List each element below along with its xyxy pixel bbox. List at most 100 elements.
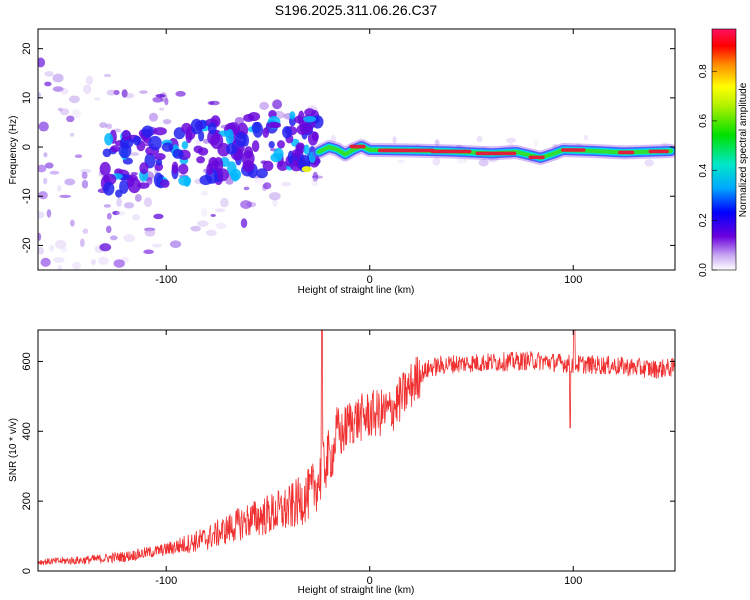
heatmap-cell	[272, 99, 283, 110]
heatmap-cell	[243, 186, 250, 191]
heatmap-cell	[169, 240, 182, 249]
heatmap-cell	[307, 131, 319, 146]
snr-ylabel: SNR (10 * v/v)	[8, 418, 19, 482]
heatmap-cell	[148, 112, 159, 122]
heatmap-cell	[299, 122, 313, 134]
heatmap-cell	[60, 108, 70, 116]
heatmap-cell	[57, 185, 62, 192]
heatmap-cell	[38, 246, 44, 255]
heatmap-cell	[74, 154, 83, 159]
heatmap-cell	[52, 86, 64, 92]
heatmap-cell	[311, 177, 319, 187]
heatmap-cell	[99, 243, 112, 252]
heatmap-cell	[281, 181, 292, 187]
y-tick-label: -20	[21, 237, 33, 253]
heatmap-cell	[38, 92, 42, 99]
heatmap-cell	[139, 162, 149, 175]
heatmap-cell	[52, 73, 64, 83]
heatmap-cell	[476, 136, 483, 143]
heatmap-cell	[91, 259, 96, 266]
heatmap-cell	[64, 178, 76, 186]
snr-panel: -100 0 100 0 200 400 600 Height of straight li…	[8, 329, 676, 596]
heatmap-cell	[97, 256, 109, 266]
heatmap-cell	[270, 122, 282, 129]
heatmap-cell	[330, 134, 337, 145]
heatmap-cell	[44, 71, 54, 77]
heatmap-cell	[146, 176, 153, 185]
heatmap-cell	[57, 264, 63, 270]
heatmap-cell	[139, 90, 148, 94]
y-tick-label: -10	[21, 188, 33, 204]
heatmap-cell	[132, 135, 142, 146]
heatmap-cell	[312, 171, 319, 182]
heatmap-cell	[218, 130, 231, 137]
heatmap-cell	[175, 90, 186, 97]
heatmap-cell	[181, 122, 192, 134]
heatmap-cell	[153, 127, 167, 136]
colorbar-tick-label: 0.0	[698, 263, 709, 277]
colorbar-tick-label: 0.2	[698, 213, 709, 227]
colorbar-frame	[711, 28, 737, 271]
heatmap-cell	[115, 189, 123, 198]
y-tick-label: 0	[21, 568, 33, 574]
heatmap-cell	[303, 115, 317, 123]
x-tick-label: 100	[564, 274, 582, 286]
heatmap-cell	[152, 96, 164, 103]
heatmap-cell	[103, 204, 111, 208]
heatmap-cell	[80, 168, 92, 174]
chart-title: S196.2025.311.06.26.C37	[275, 2, 438, 18]
heatmap-cell	[162, 119, 172, 125]
heatmap-cell	[143, 249, 154, 255]
heatmap-cell	[231, 172, 240, 182]
heatmap-cell	[112, 210, 120, 216]
heatmap-cell	[99, 161, 111, 176]
heatmap-cell	[160, 179, 170, 188]
ridge-peak	[475, 151, 517, 156]
ridge-peak	[648, 149, 669, 154]
heatmap-cell	[225, 178, 234, 185]
heatmap-cell	[104, 132, 114, 146]
y-tick-label: 400	[21, 422, 33, 440]
heatmap-cell	[43, 177, 48, 185]
heatmap-cell	[178, 163, 189, 175]
colorbar-ticks: 0.0 0.2 0.4 0.6 0.8	[698, 64, 717, 277]
heatmap-cell	[281, 126, 293, 139]
heatmap-cell	[46, 282, 53, 285]
heatmap-cell	[38, 57, 46, 68]
heatmap-cell	[34, 275, 43, 281]
heatmap-cell	[432, 156, 441, 166]
spectrogram-heatmap	[34, 57, 675, 285]
heatmap-cell	[153, 213, 164, 220]
colorbar-tick-label: 0.4	[698, 163, 709, 177]
ridge-peak	[618, 150, 635, 155]
heatmap-cell	[272, 198, 278, 207]
ridge-peak	[377, 148, 435, 153]
heatmap-cell	[533, 139, 539, 148]
colorbar: 0.0 0.2 0.4 0.6 0.8 Normalized spectral ampl…	[698, 28, 749, 277]
heatmap-cell	[226, 143, 238, 155]
heatmap-cell	[210, 133, 224, 150]
heatmap-cell	[38, 191, 48, 200]
heatmap-cell	[256, 168, 268, 179]
heatmap-cell	[66, 115, 75, 123]
heatmap-cell	[59, 194, 72, 199]
heatmap-cell	[242, 160, 255, 172]
heatmap-cell	[303, 144, 310, 155]
heatmap-cell	[215, 222, 227, 230]
heatmap-cell	[99, 122, 108, 129]
heatmap-cell	[116, 197, 122, 207]
colorbar-gradient	[712, 29, 736, 270]
heatmap-cell	[268, 140, 275, 149]
snr-line	[38, 330, 675, 566]
heatmap-cell	[213, 156, 224, 173]
heatmap-cell	[68, 95, 80, 104]
heatmap-cell	[141, 125, 154, 138]
heatmap-cell	[505, 137, 517, 143]
x-tick-label: 0	[367, 274, 373, 286]
snr-xlabel: Height of straight line (km)	[298, 585, 415, 596]
heatmap-cell	[134, 193, 142, 202]
spectrogram-frame	[37, 28, 676, 271]
heatmap-cell	[190, 118, 203, 135]
